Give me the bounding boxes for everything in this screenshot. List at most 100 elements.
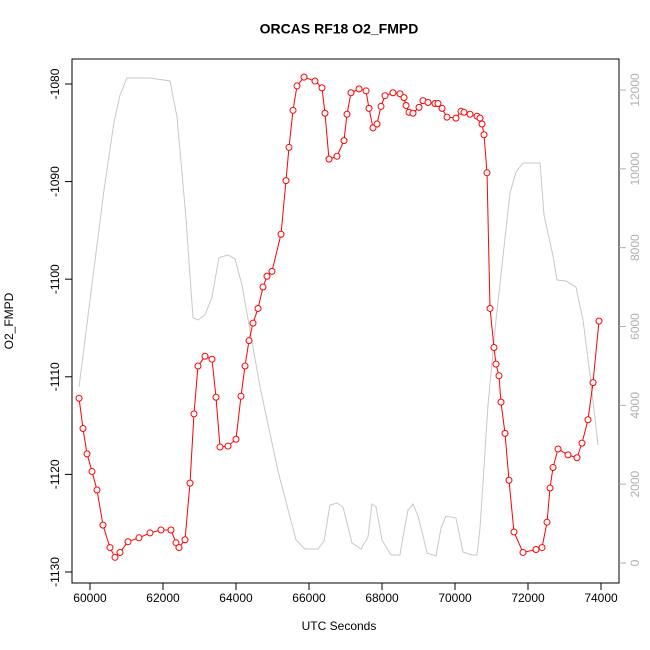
data-point: [595, 317, 603, 325]
data-point: [263, 272, 271, 280]
data-point: [546, 484, 554, 492]
data-point: [460, 108, 468, 116]
data-point: [483, 169, 491, 177]
data-point: [124, 538, 132, 546]
y2-tick-label: 6000: [628, 313, 642, 340]
data-point: [377, 102, 385, 110]
data-point: [116, 548, 124, 556]
data-point: [543, 518, 551, 526]
data-point: [495, 372, 503, 380]
data-point: [277, 230, 285, 238]
data-point: [321, 109, 329, 117]
data-point: [362, 87, 370, 95]
y-tick-label: -1080: [48, 68, 62, 99]
y2-tick-label: 2000: [628, 471, 642, 498]
data-point: [93, 486, 101, 494]
data-point: [318, 84, 326, 92]
y-tick-label: -1120: [48, 459, 62, 489]
data-point: [88, 467, 96, 475]
x-axis-label: UTC Seconds: [302, 619, 377, 633]
data-point: [282, 177, 290, 185]
data-point: [285, 143, 293, 151]
data-point: [300, 73, 308, 81]
series-line: [78, 77, 599, 557]
y-tick-label: -1110: [48, 362, 62, 391]
data-point: [186, 479, 194, 487]
data-point: [497, 398, 505, 406]
data-point: [111, 553, 119, 561]
y-axis-label: O2_FMPD: [2, 292, 16, 349]
data-point: [340, 137, 348, 145]
y2-tick-label: 0: [628, 559, 642, 566]
data-point: [564, 451, 572, 459]
x-tick-label: 68000: [365, 591, 399, 605]
data-point: [249, 319, 257, 327]
data-point: [157, 526, 165, 534]
data-point: [424, 99, 432, 107]
data-point: [452, 114, 460, 122]
y-tick-label: -1130: [48, 557, 62, 587]
data-point: [259, 283, 267, 291]
data-point: [492, 360, 500, 368]
data-point: [343, 110, 351, 118]
x-tick-label: 70000: [438, 591, 472, 605]
data-point: [167, 526, 175, 534]
x-tick-label: 72000: [511, 591, 545, 605]
data-point: [135, 534, 143, 542]
data-point: [268, 267, 276, 275]
data-point: [443, 113, 451, 121]
right-axis: 0 2000 4000 6000 8000 10000 12000: [619, 73, 642, 566]
data-point: [434, 100, 442, 108]
x-tick-label: 64000: [219, 591, 253, 605]
data-point: [438, 104, 446, 112]
data-point: [208, 355, 216, 363]
data-point: [409, 109, 417, 117]
data-point: [589, 379, 597, 387]
data-point: [181, 536, 189, 544]
data-point: [505, 476, 513, 484]
y2-tick-label: 4000: [628, 392, 642, 419]
data-point: [415, 103, 423, 111]
data-point: [532, 546, 540, 554]
data-point: [381, 92, 389, 100]
data-point: [554, 445, 562, 453]
data-point: [190, 410, 198, 418]
data-point: [501, 429, 509, 437]
data-point: [538, 544, 546, 552]
data-point: [389, 89, 397, 97]
x-tick-label: 66000: [292, 591, 326, 605]
data-point: [480, 131, 488, 139]
data-point: [194, 362, 202, 370]
series-line: [78, 76, 600, 559]
y2-tick-label: 12000: [628, 73, 642, 107]
data-point: [224, 442, 232, 450]
data-point: [573, 454, 581, 462]
chart-title: ORCAS RF18 O2_FMPD: [260, 21, 419, 37]
data-point: [355, 85, 363, 93]
data-point: [402, 101, 410, 109]
data-point: [490, 343, 498, 351]
data-point: [106, 544, 114, 552]
data-point: [400, 94, 408, 102]
x-tick-label: 62000: [146, 591, 180, 605]
data-point: [578, 439, 586, 447]
data-point: [79, 425, 87, 433]
data-point: [478, 120, 486, 128]
x-tick-label: 74000: [584, 591, 618, 605]
data-point: [237, 392, 245, 400]
x-tick-label: 60000: [73, 591, 107, 605]
data-point: [476, 114, 484, 122]
data-point: [466, 110, 474, 118]
data-point: [241, 362, 249, 370]
data-point: [584, 416, 592, 424]
y-tick-label: -1090: [48, 166, 62, 197]
data-point: [175, 544, 183, 552]
data-point: [99, 521, 107, 529]
data-point: [75, 394, 83, 402]
data-point: [172, 539, 180, 547]
y2-tick-label: 10000: [628, 152, 642, 186]
data-point: [311, 77, 319, 85]
data-point: [510, 528, 518, 536]
data-point: [347, 89, 355, 97]
